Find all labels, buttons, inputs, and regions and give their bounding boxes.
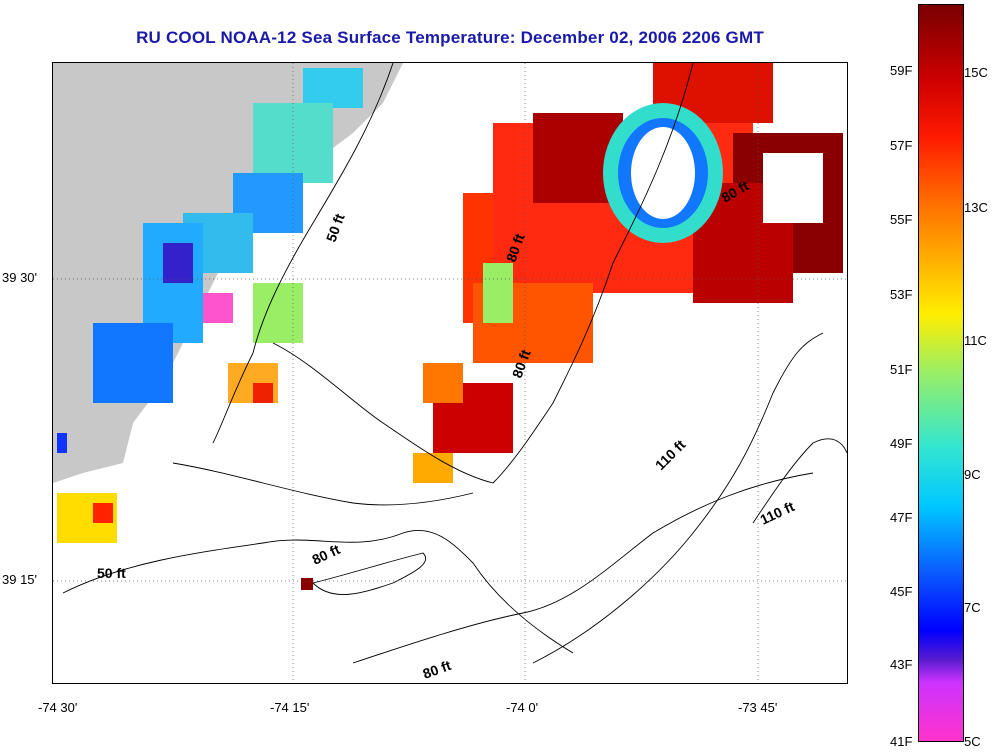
colorbar-celsius-label: 11C <box>964 333 987 348</box>
lat-label: 39 30' <box>2 270 38 285</box>
colorbar-celsius-label: 7C <box>964 600 981 615</box>
map-title: RU COOL NOAA-12 Sea Surface Temperature:… <box>136 28 764 47</box>
temperature-colorbar <box>918 4 964 742</box>
depth-label: 80 ft <box>421 657 454 682</box>
colorbar-celsius-label: 9C <box>964 467 981 482</box>
lon-label: -74 0' <box>506 700 539 715</box>
sst-map: 50 ft 50 ft 80 ft 80 ft 80 ft 80 ft 80 f… <box>52 62 848 684</box>
depth-label: 50 ft <box>97 565 126 581</box>
colorbar-fahrenheit-label: 53F <box>890 287 913 302</box>
colorbar-fahrenheit-label: 47F <box>890 510 913 525</box>
colorbar-celsius-label: 5C <box>964 734 981 749</box>
depth-label: 50 ft <box>323 211 348 244</box>
lon-label: -74 30' <box>38 700 78 715</box>
sst-warm-plume <box>413 63 843 483</box>
lat-label: 39 15' <box>2 572 38 587</box>
colorbar-celsius-label: 15C <box>964 65 988 80</box>
colorbar-fahrenheit-label: 55F <box>890 212 913 227</box>
colorbar-celsius-label: 13C <box>964 200 988 215</box>
colorbar-fahrenheit-label: 43F <box>890 657 913 672</box>
depth-contours <box>62 63 847 664</box>
lon-label: -73 45' <box>738 700 778 715</box>
depth-label: 110 ft <box>758 498 798 528</box>
colorbar-fahrenheit-label: 49F <box>890 436 913 451</box>
colorbar-fahrenheit-label: 59F <box>890 63 913 78</box>
colorbar-fahrenheit-label: 41F <box>890 734 913 749</box>
depth-label: 80 ft <box>310 541 343 568</box>
map-canvas: 50 ft 50 ft 80 ft 80 ft 80 ft 80 ft 80 f… <box>53 63 847 683</box>
colorbar-fahrenheit-label: 57F <box>890 138 913 153</box>
colorbar-fahrenheit-label: 45F <box>890 584 913 599</box>
lon-label: -74 15' <box>270 700 310 715</box>
depth-label: 110 ft <box>652 436 689 473</box>
colorbar-fahrenheit-label: 51F <box>890 362 913 377</box>
graticule <box>53 63 847 683</box>
